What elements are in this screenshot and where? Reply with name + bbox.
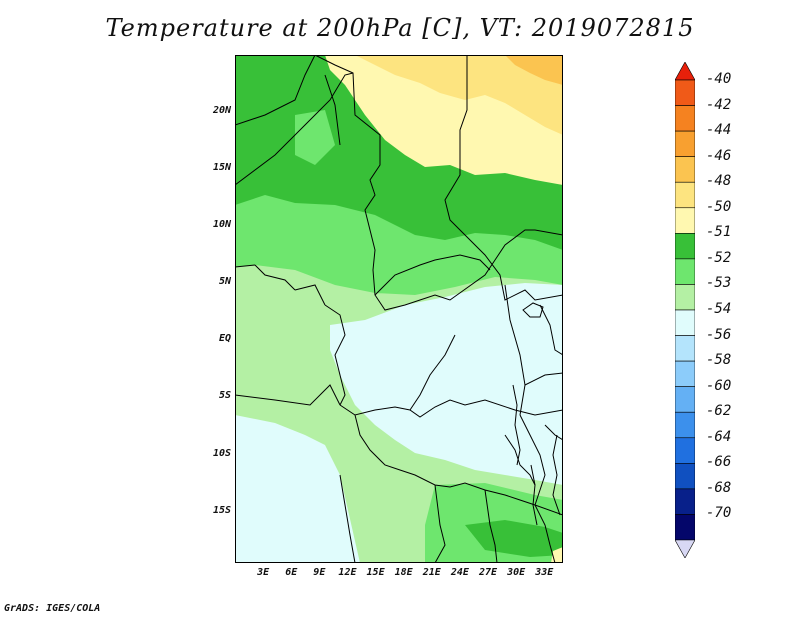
band-minus52-west xyxy=(295,110,335,165)
map-frame xyxy=(235,55,563,563)
lon-tick-label: 27E xyxy=(478,567,498,578)
lon-tick-label: 30E xyxy=(507,567,526,578)
band-minus48 xyxy=(355,55,563,135)
colorbar-label: -62 xyxy=(706,403,732,420)
lat-tick-label: EQ xyxy=(218,333,231,345)
colorbar-segment xyxy=(675,156,695,183)
lakes xyxy=(512,302,544,526)
colorbar-label: -64 xyxy=(706,428,732,445)
colorbar-label: -53 xyxy=(706,275,732,292)
colorbar-label: -46 xyxy=(706,147,732,164)
lat-tick-label: 20N xyxy=(212,105,231,117)
colorbar-segment xyxy=(675,360,695,387)
colorbar-segment xyxy=(675,463,695,490)
colorbar-bottom-triangle xyxy=(675,539,695,558)
colorbar xyxy=(675,62,695,558)
colorbar-label: -54 xyxy=(706,301,732,317)
colorbar-segment xyxy=(675,488,695,515)
colorbar-segment xyxy=(675,130,695,157)
colorbar-segment xyxy=(675,105,695,132)
colorbar-label: -70 xyxy=(706,505,732,522)
lon-tick-label: 3E xyxy=(257,567,270,578)
colorbar-label: -40 xyxy=(706,71,732,87)
chart-title: Temperature at 200hPa [C], VT: 201907281… xyxy=(105,14,695,42)
band-minus46 xyxy=(505,55,563,85)
colorbar-segment xyxy=(675,79,695,106)
colorbar-label: -52 xyxy=(706,249,732,266)
country-borders xyxy=(235,55,563,563)
lon-tick-label: 12E xyxy=(338,567,357,578)
colorbar-label: -50 xyxy=(706,198,732,215)
colorbar-label: -56 xyxy=(706,326,732,343)
lat-tick-label: 5N xyxy=(218,276,231,288)
band-minus54-southwest xyxy=(235,415,360,563)
colorbar-label: -51 xyxy=(706,224,732,241)
lat-tick-label: 5S xyxy=(218,390,231,402)
colorbar-segment xyxy=(675,514,695,541)
colorbar-label: -58 xyxy=(706,352,732,369)
colorbar-segment xyxy=(675,335,695,362)
lon-tick-label: 24E xyxy=(450,567,469,578)
lon-tick-label: 18E xyxy=(394,567,413,578)
colorbar-segment xyxy=(675,258,695,285)
colorbar-label: -60 xyxy=(706,377,732,394)
colorbar-segment xyxy=(675,233,695,260)
temperature-map xyxy=(235,55,563,563)
colorbar-label: -42 xyxy=(706,96,732,113)
colorbar-segment xyxy=(675,181,695,209)
lon-tick-label: 15E xyxy=(366,567,385,578)
colorbar-segment xyxy=(675,411,695,439)
colorbar-top-triangle xyxy=(675,62,695,81)
lat-tick-label: 15S xyxy=(212,504,231,516)
lat-tick-label: 10N xyxy=(212,219,231,231)
colorbar-segment xyxy=(675,386,695,413)
colorbar-segment xyxy=(675,284,695,311)
lon-tick-label: 9E xyxy=(313,567,326,578)
band-minus54-central xyxy=(330,283,563,485)
colorbar-label: -66 xyxy=(706,454,732,471)
band-minus51-southeast xyxy=(465,520,563,557)
lon-tick-label: 33E xyxy=(535,567,554,578)
lon-tick-label: 21E xyxy=(422,567,441,578)
colorbar-label: -68 xyxy=(706,479,732,496)
lat-tick-label: 10S xyxy=(212,447,231,459)
lat-tick-label: 15N xyxy=(212,162,231,174)
colorbar-label: -48 xyxy=(706,173,732,190)
colorbar-segment xyxy=(675,309,695,336)
colorbar-label: -44 xyxy=(706,122,732,139)
lon-tick-label: 6E xyxy=(285,567,298,578)
grads-credit: GrADS: IGES/COLA xyxy=(4,603,101,614)
colorbar-segment xyxy=(675,437,695,464)
colorbar-segment xyxy=(675,207,695,234)
